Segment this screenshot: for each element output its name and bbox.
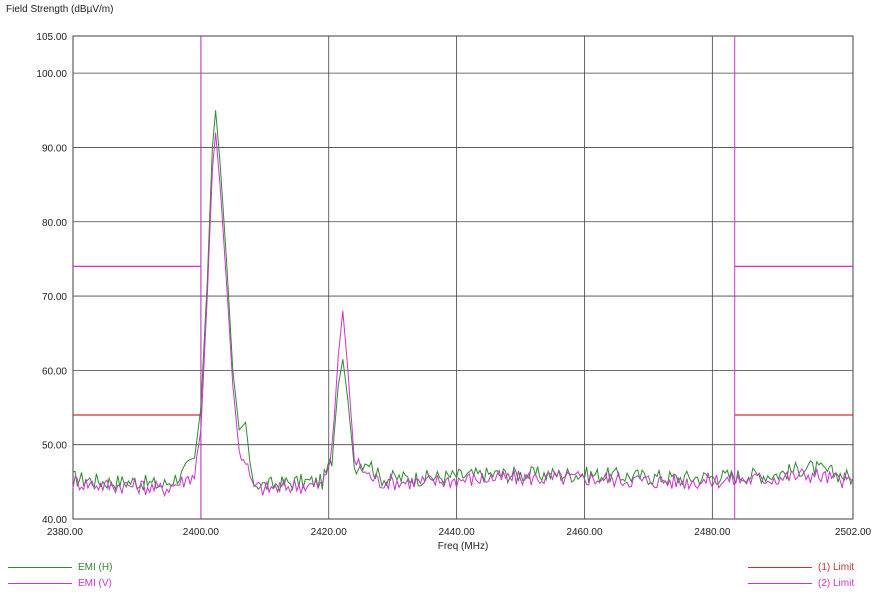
- legend-swatch: [748, 566, 812, 568]
- legend-label: EMI (V): [78, 577, 112, 589]
- legend-series: EMI (H) EMI (V): [8, 559, 112, 591]
- legend-item-emi-v: EMI (V): [8, 575, 112, 591]
- x-tick-label: 2502.00: [835, 527, 872, 538]
- legend-swatch: [8, 582, 72, 584]
- y-axis-label: Field Strength (dBµV/m): [6, 4, 114, 15]
- legend-limits: (1) Limit (2) Limit: [748, 559, 854, 591]
- y-tick-label: 40.00: [42, 515, 67, 526]
- x-tick-label: 2420.00: [311, 527, 348, 538]
- legend-label: EMI (H): [78, 561, 113, 573]
- y-tick-label: 105.00: [36, 32, 67, 43]
- x-tick-label: 2460.00: [566, 527, 603, 538]
- legend-label: (2) Limit: [818, 577, 855, 589]
- legend-item-emi-h: EMI (H): [8, 559, 112, 575]
- y-tick-label: 70.00: [42, 292, 67, 303]
- legend-item-limit-1: (1) Limit: [748, 559, 854, 575]
- y-tick-label: 80.00: [42, 218, 67, 229]
- legend-swatch: [8, 566, 72, 568]
- series-line-emi-h: [72, 110, 854, 494]
- x-tick-label: 2440.00: [439, 527, 476, 538]
- x-tick-label: 2380.00: [47, 527, 84, 538]
- series-line-emi-v: [72, 132, 854, 498]
- x-tick-label: 2480.00: [694, 527, 731, 538]
- legend-item-limit-2: (2) Limit: [748, 575, 854, 591]
- legend-swatch: [748, 582, 812, 584]
- y-tick-label: 60.00: [42, 366, 67, 377]
- y-tick-label: 90.00: [42, 143, 67, 154]
- y-tick-label: 50.00: [42, 441, 67, 452]
- x-tick-label: 2400.00: [183, 527, 220, 538]
- legend-label: (1) Limit: [818, 561, 855, 573]
- y-tick-label: 100.00: [36, 69, 67, 80]
- x-axis-label: Freq (MHz): [438, 541, 489, 552]
- plot-frame: [72, 35, 854, 520]
